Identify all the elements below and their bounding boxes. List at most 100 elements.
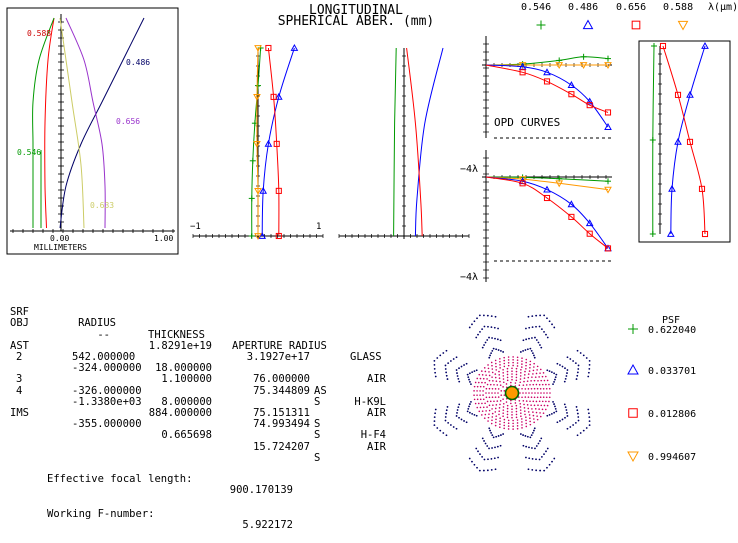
spot-point-outer	[492, 347, 495, 350]
spot-point-red	[511, 373, 513, 375]
spot-point-red	[502, 402, 505, 405]
fan3-curve-0.656	[662, 45, 706, 235]
table-row: OBJ -- 1.8291e+19 3.1927e+17 AIR	[10, 307, 386, 385]
spot-point-outer	[439, 354, 442, 357]
spot-point-red	[533, 396, 536, 399]
spot-point-outer	[566, 415, 569, 417]
spot-point-outer	[491, 337, 493, 339]
spot-point-outer	[460, 418, 463, 421]
spot-point-red	[527, 373, 530, 375]
spot-point-red	[495, 418, 497, 421]
spot-point-outer	[478, 314, 481, 317]
fan2-curve-0.656	[406, 47, 423, 237]
spot-point-outer	[529, 347, 532, 350]
title-line-2: SPHERICAL ABER. (mm)	[278, 14, 435, 29]
spot-point-red	[541, 383, 544, 386]
spot-point-outer	[483, 458, 486, 461]
spot-point-outer	[533, 427, 536, 430]
spot-point-red	[515, 376, 518, 379]
spot-point-outer	[531, 352, 534, 355]
fan1-point-0.486	[259, 186, 268, 194]
spot-point-outer	[490, 457, 493, 460]
spot-point-outer	[556, 421, 559, 424]
spot-point-outer	[470, 383, 472, 386]
spot-point-red	[507, 425, 510, 427]
lsa-tick-right: 1.00	[154, 234, 173, 243]
spot-point-red	[503, 359, 506, 362]
spot-point-outer	[576, 409, 579, 412]
spot-point-red	[525, 392, 527, 394]
table-row: AST 542.000000 18.000000 76.000000 AS H-…	[10, 330, 386, 407]
spot-point-red	[488, 392, 490, 394]
spot-point-red	[538, 376, 540, 378]
spot-point-outer	[535, 469, 538, 472]
spot-point-outer	[445, 434, 448, 437]
spot-point-outer	[477, 450, 479, 453]
spot-point-red	[499, 403, 501, 406]
fan3-point-0.486	[701, 41, 709, 49]
spot-point-red	[503, 427, 505, 430]
header-radius: RADIUS	[78, 317, 116, 330]
spot-point-red	[516, 427, 519, 430]
opd1-point-0.588	[555, 62, 564, 70]
spot-point-red	[482, 385, 485, 388]
spot-point-outer	[486, 469, 489, 472]
spot-point-outer	[551, 323, 553, 326]
lsa-label-0546: 0.546	[17, 148, 41, 157]
spot-point-outer	[473, 463, 476, 466]
spot-point-outer	[497, 456, 499, 459]
spot-point-outer	[484, 341, 487, 344]
spot-point-outer	[433, 420, 436, 423]
spot-point-red	[521, 424, 523, 426]
spot-point-outer	[530, 349, 533, 352]
spot-point-red	[524, 413, 526, 416]
fno-row: Working F-number: 5.922172	[47, 497, 293, 531]
spot-point-red	[521, 421, 523, 423]
spot-point-red	[481, 381, 483, 384]
system-summary: Effective focal length: 900.170139 Worki…	[47, 439, 293, 531]
spot-point-red	[492, 404, 494, 406]
opd2-curve-0.546	[485, 176, 609, 182]
spot-point-outer	[531, 468, 534, 471]
spot-point-outer	[563, 403, 566, 406]
cell-srf: 3	[16, 373, 23, 386]
spot-point-outer	[525, 445, 528, 448]
spot-point-red	[487, 420, 489, 422]
spot-point-outer	[452, 426, 455, 428]
spot-point-outer	[530, 434, 533, 437]
spot-point-red	[476, 394, 478, 396]
spot-point-outer	[543, 469, 546, 472]
opd2-point-0.656	[519, 180, 526, 187]
legend-marker-0	[536, 20, 546, 30]
spot-point-red	[530, 404, 532, 406]
spot-point-red	[539, 412, 541, 414]
spot-point-outer	[546, 466, 548, 469]
spot-point-outer	[475, 414, 478, 417]
spot-point-outer	[447, 362, 450, 365]
spot-point-outer	[579, 432, 582, 434]
spot-point-outer	[482, 469, 485, 472]
spot-point-outer	[442, 352, 445, 354]
spot-point-outer	[460, 365, 463, 368]
cell-srf: IMS	[10, 406, 29, 419]
fno-value: 5.922172	[242, 519, 293, 532]
spot-point-red	[523, 403, 525, 406]
spot-point-outer	[539, 314, 542, 317]
cell-aperture: 76.000000	[253, 373, 310, 386]
spot-point-red	[532, 414, 535, 417]
spot-point-red	[546, 379, 549, 382]
spot-point-red	[477, 381, 480, 384]
fan-right-label: 1	[316, 222, 321, 232]
spot-point-outer	[524, 435, 527, 437]
spot-point-red	[477, 402, 480, 405]
spot-point-red	[479, 385, 482, 388]
spot-point-outer	[502, 351, 505, 353]
spot-point-outer	[468, 378, 470, 381]
spot-point-red	[543, 379, 546, 382]
spot-point-outer	[576, 374, 579, 377]
fan1-point-0.486	[274, 92, 283, 100]
spot-point-red	[481, 410, 484, 412]
spot-point-red	[539, 396, 542, 399]
spot-point-outer	[529, 436, 532, 439]
spot-point-red	[503, 390, 506, 392]
